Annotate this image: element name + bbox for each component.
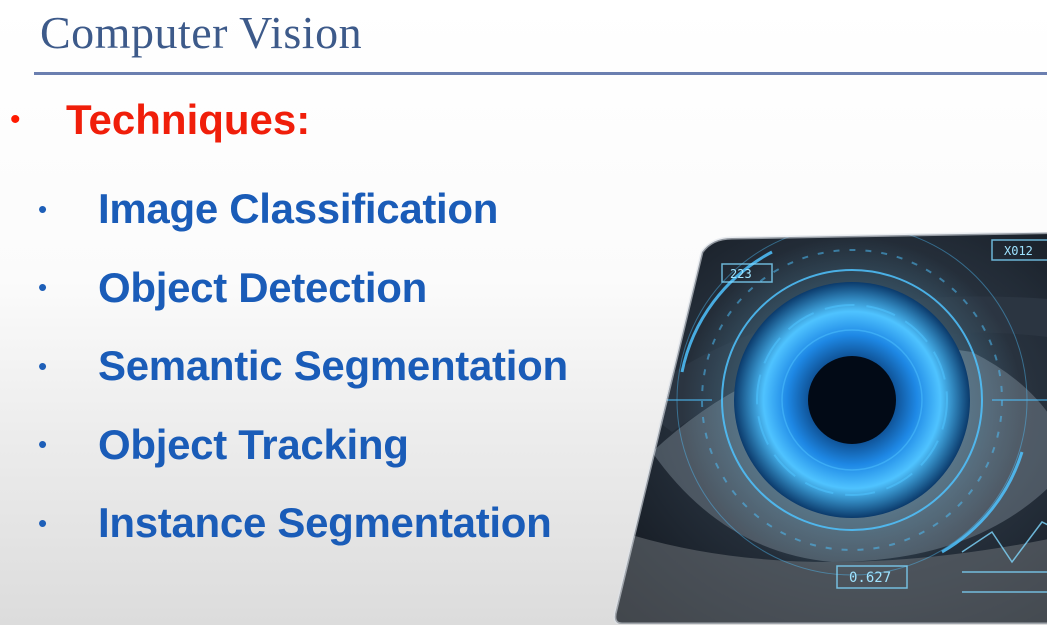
- slide-title: Computer Vision: [40, 7, 363, 58]
- technique-label: Semantic Segmentation: [98, 342, 568, 390]
- bullet-dot-icon: •: [38, 193, 48, 224]
- bullet-dot-icon: •: [38, 272, 48, 303]
- list-item: • Semantic Segmentation: [38, 327, 568, 406]
- technique-label: Object Detection: [98, 263, 427, 311]
- hud-label: 223: [730, 267, 752, 281]
- cyber-eye-image: 223 X012 0.627: [613, 232, 1047, 624]
- technique-label: Object Tracking: [98, 420, 409, 468]
- main-bullet: • Techniques:: [10, 96, 310, 144]
- bullet-dot-icon: •: [38, 350, 48, 381]
- bullet-dot-icon: •: [10, 103, 21, 136]
- technique-label: Instance Segmentation: [98, 499, 552, 547]
- hud-label: X012: [1004, 244, 1033, 258]
- bullet-dot-icon: •: [38, 507, 48, 538]
- bullet-dot-icon: •: [38, 429, 48, 460]
- technique-label: Image Classification: [98, 185, 499, 233]
- list-item: • Image Classification: [38, 170, 568, 249]
- techniques-list: • Image Classification • Object Detectio…: [38, 170, 568, 563]
- main-bullet-label: Techniques:: [66, 96, 311, 143]
- list-item: • Object Tracking: [38, 406, 568, 485]
- hud-label: 0.627: [849, 570, 891, 586]
- list-item: • Object Detection: [38, 249, 568, 328]
- title-divider: [34, 72, 1047, 75]
- list-item: • Instance Segmentation: [38, 484, 568, 563]
